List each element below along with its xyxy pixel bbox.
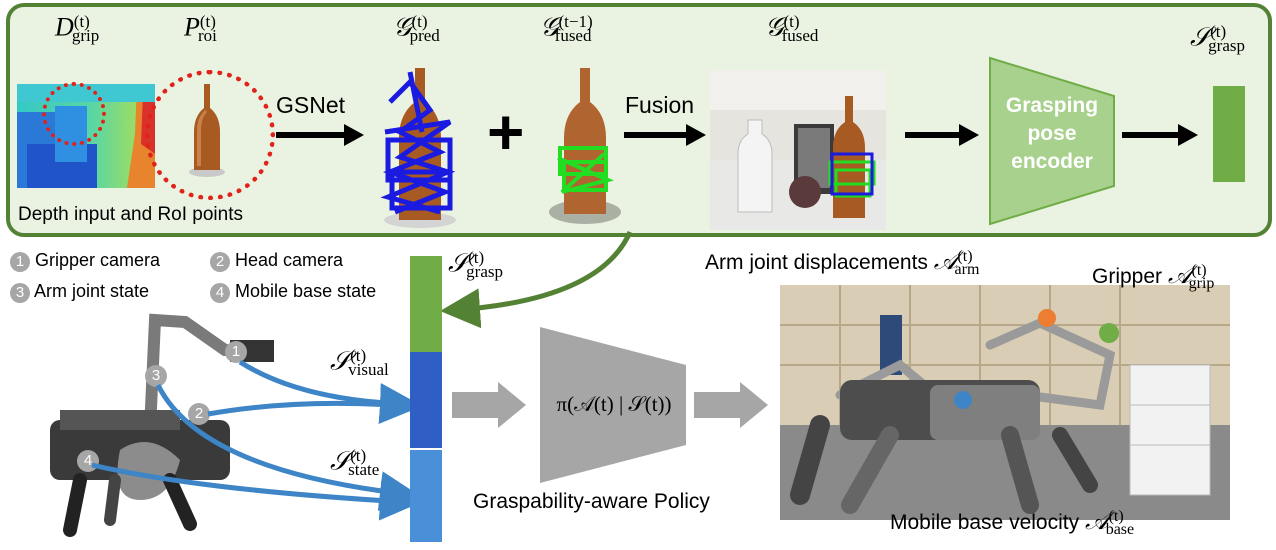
bottle-icon xyxy=(189,84,225,177)
grip-action-label: Gripper 𝒜(t)grip xyxy=(1092,262,1215,293)
policy-input-arrow xyxy=(452,382,526,428)
g-pred-label: 𝒢(t)pred xyxy=(393,12,440,45)
policy-output-arrow xyxy=(694,382,768,428)
roi-circle-large xyxy=(145,70,275,200)
s-visual-label: 𝒮(t)visual xyxy=(330,346,389,379)
grasp-pose-icon xyxy=(380,68,456,228)
encoder-arrow xyxy=(905,124,979,146)
encoder-output-arrow xyxy=(1122,124,1198,146)
policy-formula: π(𝒜(t) | 𝒮(t)) xyxy=(556,392,672,416)
roi-label: P(t)roi xyxy=(184,12,217,45)
gsnet-label: GSNet xyxy=(276,92,346,118)
g-fused-prev-label: 𝒢(t−1)fused xyxy=(540,12,593,45)
s-visual-block xyxy=(410,352,442,448)
fused-grasp-icon xyxy=(549,68,621,224)
legend-item-2: 2 Head camera xyxy=(210,250,343,272)
arm-action-label: Arm joint displacements 𝒜(t)arm xyxy=(705,248,980,279)
s-grasp-top-block xyxy=(1213,86,1245,182)
robot-scene xyxy=(780,285,1230,520)
depth-label: D(t)grip xyxy=(55,12,100,45)
legend-item-4: 4 Mobile base state xyxy=(210,281,376,303)
encoder-label: Grasping pose encoder xyxy=(1005,94,1099,173)
fusion-label: Fusion xyxy=(625,92,695,118)
s-state-label: 𝒮(t)state xyxy=(330,446,380,479)
grasp-pose-encoder xyxy=(989,56,1115,226)
g-fused-label: 𝒢(t)fused xyxy=(765,12,819,45)
s-grasp-block xyxy=(410,256,442,352)
legend-item-1: 1 Gripper camera xyxy=(10,250,160,272)
gsnet-arrow xyxy=(276,124,364,146)
marker-1: 1 xyxy=(225,341,247,363)
scene-icon xyxy=(710,70,886,230)
marker-3: 3 xyxy=(145,365,167,387)
s-grasp-top-label: 𝒮(t)grasp xyxy=(1190,22,1245,55)
roi-caption: Depth input and RoI points xyxy=(18,204,243,225)
base-action-label: Mobile base velocity 𝒜(t)base xyxy=(890,508,1135,539)
plus-sign: + xyxy=(487,96,525,168)
policy-trapezoid xyxy=(540,327,686,483)
s-state-block xyxy=(410,450,442,542)
legend-item-3: 3 Arm joint state xyxy=(10,281,149,303)
roi-circle-small xyxy=(42,82,106,146)
s-grasp-mid-label: 𝒮(t)grasp xyxy=(448,248,503,281)
marker-2: 2 xyxy=(188,403,210,425)
policy-caption: Graspability-aware Policy xyxy=(473,490,710,513)
fusion-arrow xyxy=(624,124,706,146)
